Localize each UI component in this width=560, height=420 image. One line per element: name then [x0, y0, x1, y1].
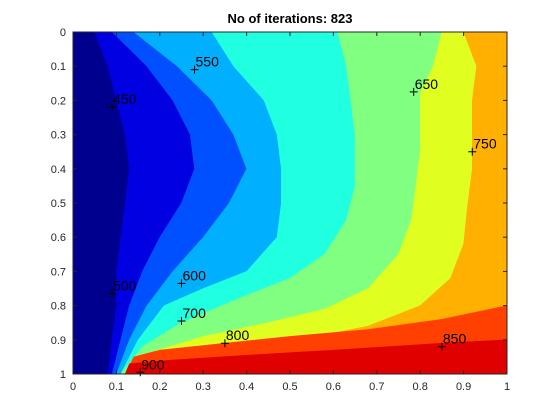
contour-label-900: 900 [141, 356, 165, 372]
contour-label-800: 800 [226, 327, 250, 343]
y-tick-label: 1 [60, 369, 66, 381]
contour-marker-850 [437, 342, 446, 351]
y-tick-label: 0.9 [51, 335, 66, 347]
x-tick-label: 0.7 [369, 381, 384, 393]
plot-area [73, 32, 507, 374]
region-above-750 [124, 32, 507, 374]
y-tick-label: 0.3 [51, 130, 66, 142]
axis-ticks [72, 31, 508, 375]
contour-label-markers [108, 65, 477, 377]
x-tick-label: 0.3 [196, 381, 211, 393]
y-tick-label: 0.4 [51, 164, 66, 176]
contour-label-550: 550 [196, 54, 220, 70]
contour-marker-800 [220, 339, 229, 348]
y-tick-label: 0.5 [51, 198, 66, 210]
y-tick-label: 0.1 [51, 61, 66, 73]
x-tick-label: 0 [70, 381, 76, 393]
region-above-900 [124, 339, 507, 374]
contour-label-850: 850 [443, 331, 467, 347]
contour-label-600: 600 [183, 267, 207, 283]
contour-label-450: 450 [113, 91, 137, 107]
x-tick-label: 0.5 [282, 381, 297, 393]
x-tick-label: 0.6 [326, 381, 341, 393]
y-tick-label: 0.2 [51, 95, 66, 107]
chart-title: No of iterations: 823 [228, 11, 353, 26]
y-tick-label: 0.8 [51, 301, 66, 313]
contour-marker-600 [177, 279, 186, 288]
contour-marker-500 [108, 289, 117, 298]
contour-marker-900 [136, 368, 145, 377]
x-tick-labels: 0 0.1 0.2 0.3 0.4 0.5 0.6 0.7 0.8 0.9 1 [70, 381, 510, 393]
x-tick-label: 0.2 [152, 381, 167, 393]
contour-label-700: 700 [183, 305, 207, 321]
x-tick-label: 0.8 [413, 381, 428, 393]
y-tick-labels: 0 0.1 0.2 0.3 0.4 0.5 0.6 0.7 0.8 0.9 1 [51, 27, 66, 381]
contour-marker-700 [177, 316, 186, 325]
contour-label-750: 750 [473, 136, 497, 152]
contour-marker-750 [468, 147, 477, 156]
contour-marker-450 [108, 103, 117, 112]
contour-marker-650 [409, 87, 418, 96]
x-tick-label: 1 [504, 381, 510, 393]
contour-marker-550 [190, 65, 199, 74]
y-tick-label: 0 [60, 27, 66, 39]
y-tick-label: 0.6 [51, 232, 66, 244]
x-tick-label: 0.9 [456, 381, 471, 393]
x-tick-label: 0.4 [239, 381, 254, 393]
contour-label-650: 650 [415, 76, 439, 92]
contour-label-500: 500 [113, 278, 137, 294]
x-tick-label: 0.1 [109, 381, 124, 393]
y-tick-label: 0.7 [51, 266, 66, 278]
contour-labels: 450 500 550 600 650 700 750 800 850 900 [113, 54, 497, 373]
